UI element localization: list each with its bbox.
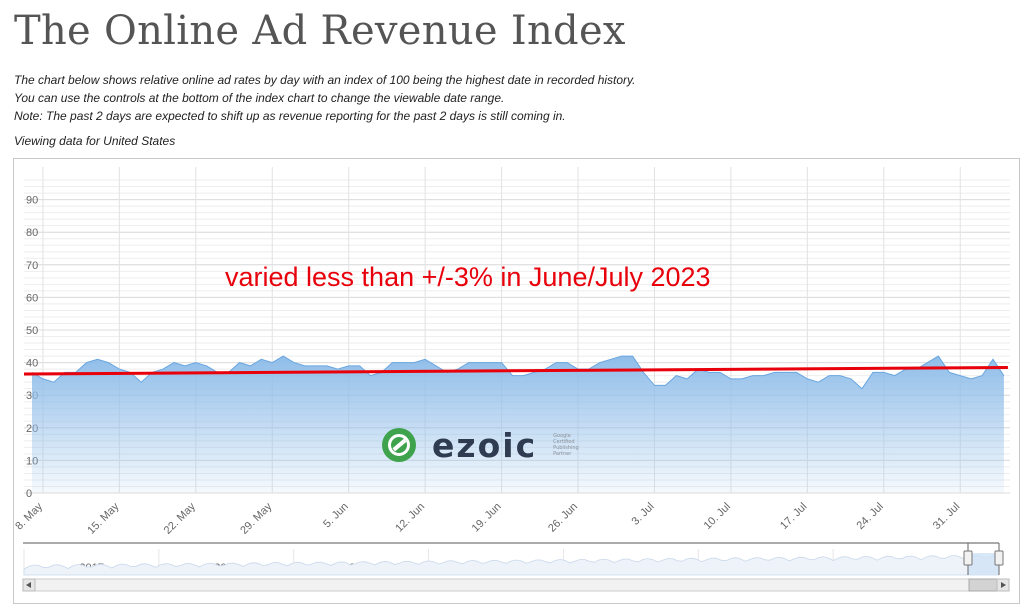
x-tick-label: 24. Jul <box>855 501 886 532</box>
index-line <box>31 355 1005 390</box>
navigator-series <box>23 554 1000 576</box>
x-tick-label: 3. Jul <box>630 501 657 528</box>
viewing-region-label: Viewing data for United States <box>14 134 176 148</box>
x-tick-label: 31. Jul <box>931 501 962 532</box>
navigator-left-handle[interactable] <box>963 550 973 566</box>
y-tick-label: 0 <box>26 488 32 500</box>
annotation-text: varied less than +/-3% in June/July 2023 <box>225 262 711 292</box>
y-tick-label: 80 <box>26 227 38 239</box>
ezoic-watermark: ezoic Google Certified Publishing Partne… <box>382 424 638 466</box>
intro-text: The chart below shows relative online ad… <box>14 71 1004 125</box>
y-tick-label: 60 <box>26 292 38 304</box>
x-tick-label: 22. May <box>162 500 199 537</box>
x-tick-label: 26. Jun <box>546 501 580 535</box>
scrollbar-thumb[interactable] <box>968 578 998 592</box>
ezoic-wordmark: ezoic <box>432 425 538 465</box>
x-tick-label: 15. May <box>85 500 122 537</box>
scrollbar-track[interactable] <box>22 578 1010 592</box>
page-title: The Online Ad Revenue Index <box>14 8 626 54</box>
x-tick-label: 12. Jun <box>393 501 427 535</box>
x-tick-label: 19. Jun <box>470 501 504 535</box>
y-tick-label: 50 <box>26 325 38 337</box>
navigator-selection[interactable] <box>968 553 999 575</box>
intro-line: Note: The past 2 days are expected to sh… <box>14 109 566 123</box>
y-tick-label: 40 <box>26 358 38 370</box>
ezoic-logo-icon <box>382 428 416 462</box>
x-tick-label: 17. Jul <box>778 501 809 532</box>
y-tick-label: 70 <box>26 260 38 272</box>
x-tick-label: 29. May <box>238 500 275 537</box>
x-tick-label: 8. May <box>14 500 45 532</box>
x-tick-label: 5. Jun <box>321 501 351 531</box>
navigator-right-handle[interactable] <box>994 550 1004 566</box>
x-tick-label: 10. Jul <box>702 501 733 532</box>
intro-line: You can use the controls at the bottom o… <box>14 91 505 105</box>
scroll-right-arrow-icon <box>1001 582 1006 588</box>
partner-badge-text: Google Certified Publishing Partner <box>553 433 579 457</box>
y-tick-label: 90 <box>26 195 38 207</box>
trend-line-annotation <box>23 365 1008 376</box>
scroll-left-arrow-icon <box>26 582 31 588</box>
intro-line: The chart below shows relative online ad… <box>14 73 636 87</box>
index-area <box>32 356 1004 493</box>
